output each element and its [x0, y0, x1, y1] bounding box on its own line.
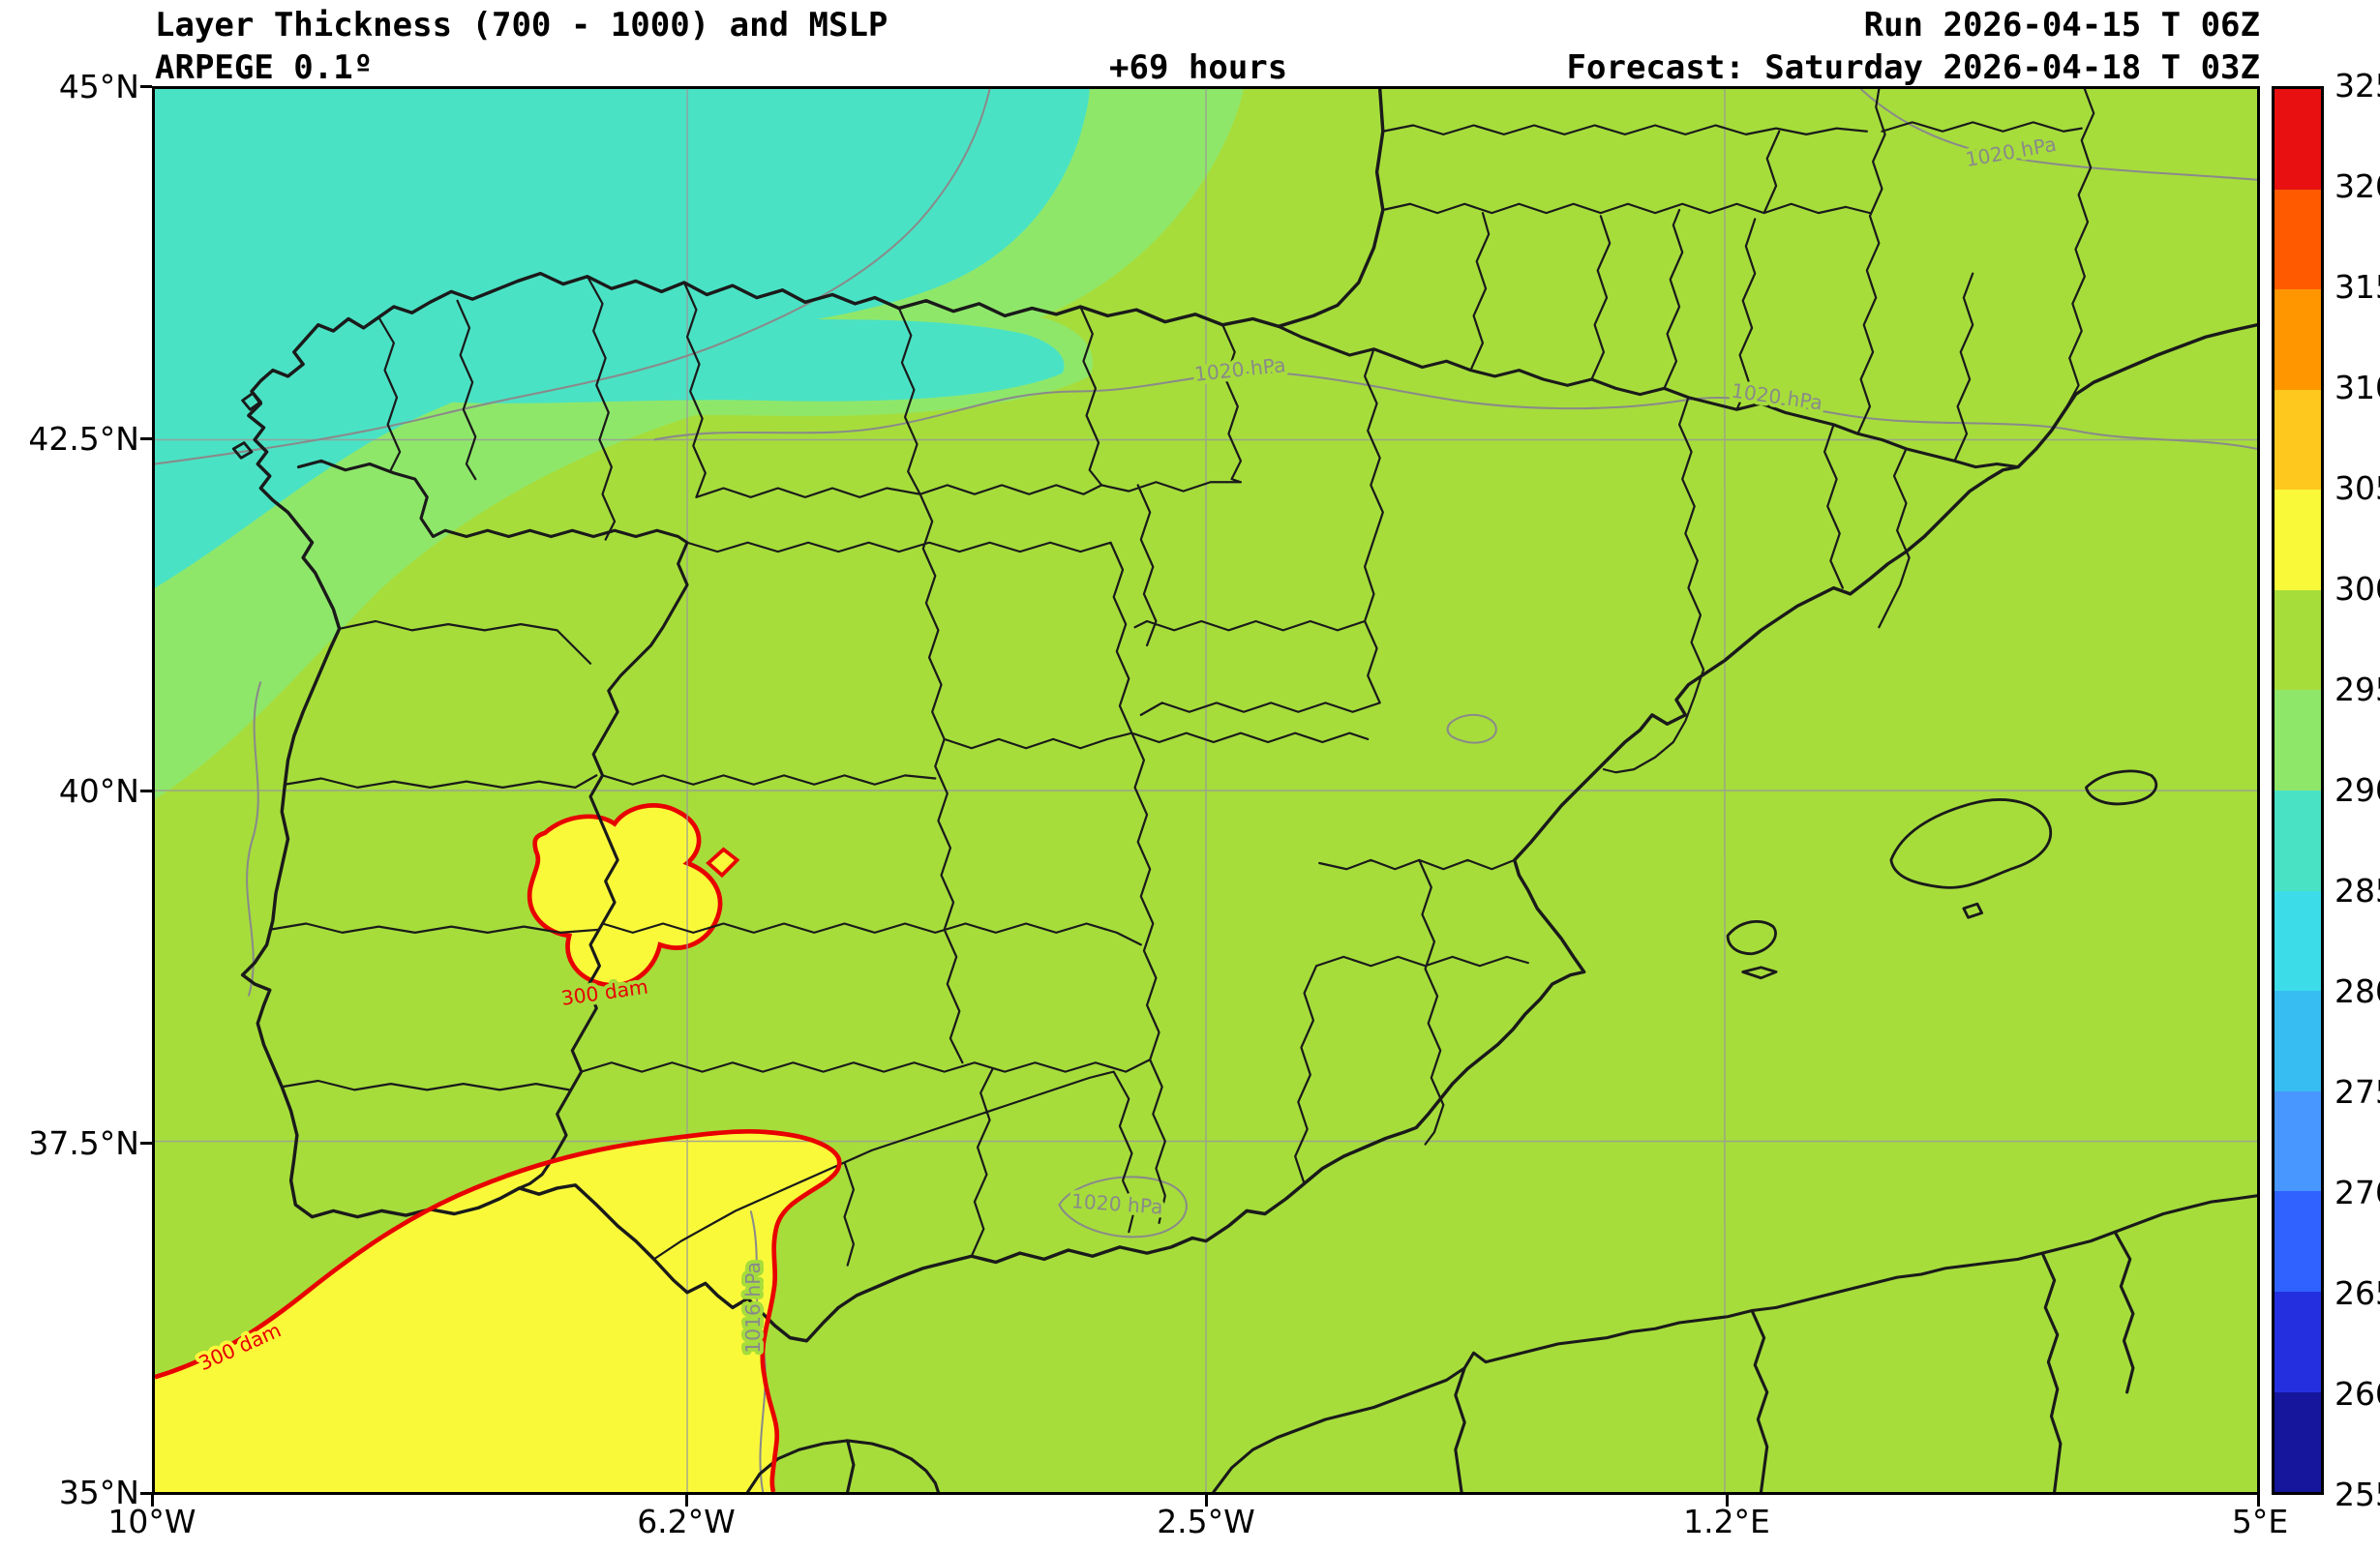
colorbar-tick-label: 280 — [2335, 972, 2380, 1010]
axis-label-y-40n: 40°N — [58, 772, 139, 810]
x-tick — [1205, 1495, 1208, 1507]
thickness-contour-300 — [155, 1128, 842, 1492]
thickness-fill-pocket — [527, 803, 723, 988]
y-tick — [140, 1142, 152, 1145]
thickness-fill-speck — [706, 847, 740, 879]
colorbar-band-305-310 — [2275, 389, 2321, 491]
colorbar-band-295-300 — [2275, 589, 2321, 691]
axis-label-x-5e: 5°E — [2231, 1503, 2289, 1540]
colorbar-tick-label: 285 — [2335, 872, 2380, 910]
forecast-label: Forecast: Saturday 2026-04-18 T 03Z — [1566, 48, 2260, 87]
portugal-border — [296, 459, 689, 1190]
x-tick — [151, 1495, 154, 1507]
colorbar-band-310-315 — [2275, 289, 2321, 390]
x-tick — [1726, 1495, 1729, 1507]
run-label: Run 2026-04-15 T 06Z — [1863, 6, 2260, 45]
forecast-map-svg: 300 dam 300 dam 1020 hPa 1020 hPa 1020 h… — [155, 89, 2257, 1492]
colorbar-band-315-320 — [2275, 189, 2321, 290]
pyrenees-border — [1277, 324, 2020, 469]
axis-label-y-37-5n: 37.5°N — [28, 1124, 139, 1162]
colorbar-band-280-285 — [2275, 890, 2321, 992]
colorbar-tick-label: 315 — [2335, 268, 2380, 306]
colorbar — [2272, 86, 2324, 1495]
colorbar-tick-label: 295 — [2335, 671, 2380, 708]
colorbar-band-260-265 — [2275, 1291, 2321, 1392]
colorbar-band-290-295 — [2275, 690, 2321, 791]
y-tick — [140, 790, 152, 792]
thickness-fill-coast-teal — [380, 318, 1065, 403]
colorbar-tick-label: 260 — [2335, 1375, 2380, 1413]
axis-label-x-10w: 10°W — [107, 1503, 196, 1540]
axis-label-x-6-2w: 6.2°W — [637, 1503, 736, 1540]
colorbar-band-275-280 — [2275, 991, 2321, 1091]
y-tick — [140, 437, 152, 440]
colorbar-band-300-305 — [2275, 490, 2321, 590]
axis-label-y-45n: 45°N — [58, 68, 139, 105]
geographic-boundaries — [231, 89, 2257, 1492]
mslp-contours — [155, 89, 2257, 1492]
colorbar-tick-label: 320 — [2335, 167, 2380, 205]
colorbar-tick-label: 265 — [2335, 1274, 2380, 1312]
map-plot: 300 dam 300 dam 1020 hPa 1020 hPa 1020 h… — [152, 86, 2260, 1495]
colorbar-band-285-290 — [2275, 791, 2321, 891]
axis-label-x-1-2e: 1.2°E — [1683, 1503, 1770, 1540]
y-tick — [140, 85, 152, 88]
colorbar-tick-label: 290 — [2335, 771, 2380, 809]
france-borders — [1381, 89, 2095, 463]
coastline — [240, 89, 2257, 1343]
page-title: Layer Thickness (700 - 1000) and MSLP — [155, 6, 889, 45]
province-borders — [268, 275, 1911, 1267]
model-label: ARPEGE 0.1º — [155, 48, 374, 87]
contour-label-1016hpa: 1016 hPa — [741, 1262, 765, 1354]
axis-label-y-42-5n: 42.5°N — [28, 420, 139, 458]
africa-borders — [745, 1194, 2257, 1492]
thickness-fill-southwest — [155, 1131, 840, 1492]
colorbar-band-320-325 — [2275, 89, 2321, 190]
y-tick — [140, 1492, 152, 1495]
colorbar-tick-label: 310 — [2335, 369, 2380, 406]
islands — [231, 391, 2157, 980]
lead-time-label: +69 hours — [1109, 48, 1288, 87]
colorbar-band-255-260 — [2275, 1391, 2321, 1493]
x-tick — [2257, 1495, 2260, 1507]
axis-label-x-2-5w: 2.5°W — [1157, 1503, 1255, 1540]
colorbar-tick-label: 305 — [2335, 469, 2380, 507]
colorbar-band-265-270 — [2275, 1191, 2321, 1292]
colorbar-band-270-275 — [2275, 1090, 2321, 1192]
colorbar-tick-label: 255 — [2335, 1476, 2380, 1513]
colorbar-tick-label: 325 — [2335, 67, 2380, 104]
grid-lines — [155, 89, 2257, 1492]
colorbar-tick-label: 270 — [2335, 1174, 2380, 1211]
axis-label-y-35n: 35°N — [58, 1474, 139, 1511]
colorbar-tick-label: 275 — [2335, 1073, 2380, 1111]
colorbar-tick-label: 300 — [2335, 570, 2380, 608]
x-tick — [685, 1495, 688, 1507]
